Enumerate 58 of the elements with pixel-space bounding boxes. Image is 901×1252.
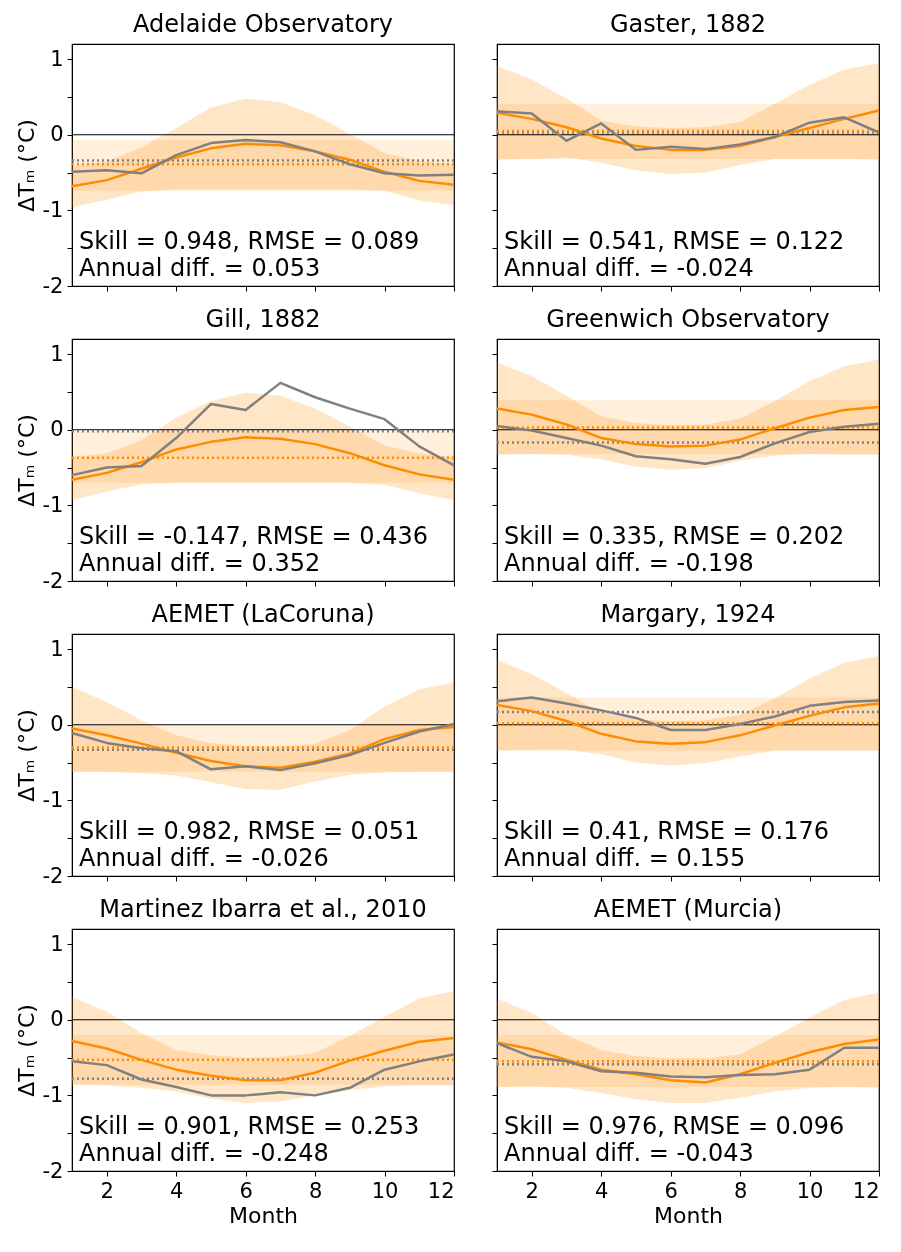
annotation: Annual diff. = -0.026 [79, 844, 329, 872]
y-axis-title: ΔTₘ (°C) [13, 1004, 39, 1097]
annotation: Skill = 0.982, RMSE = 0.051 [79, 817, 420, 845]
annotation: Annual diff. = -0.248 [79, 1139, 329, 1167]
y-tick-label: -2 [42, 273, 64, 298]
y-tick-label: -1 [42, 787, 64, 812]
y-axis-title: ΔTₘ (°C) [13, 709, 39, 802]
y-tick-label: 1 [50, 46, 64, 71]
chart-title: AEMET (LaCoruna) [151, 600, 375, 628]
annotation: Skill = 0.976, RMSE = 0.096 [504, 1112, 845, 1140]
y-tick-label: -1 [42, 1082, 64, 1107]
x-tick-label: 4 [594, 1178, 609, 1203]
chart-title: AEMET (Murcia) [593, 895, 783, 923]
annotation: Annual diff. = 0.053 [79, 254, 321, 282]
y-tick-label: -2 [42, 1158, 64, 1183]
annotation: Skill = 0.41, RMSE = 0.176 [504, 817, 830, 845]
chart-title: Greenwich Observatory [546, 305, 830, 333]
annotation: Annual diff. = -0.043 [504, 1139, 754, 1167]
y-axis-title: ΔTₘ (°C) [13, 414, 39, 507]
x-tick-label: 8 [308, 1178, 323, 1203]
x-tick-label: 10 [796, 1178, 824, 1203]
x-tick-label: 12 [852, 1178, 880, 1203]
annotation: Annual diff. = 0.352 [79, 549, 321, 577]
y-tick-label: 1 [50, 341, 64, 366]
y-tick-label: 0 [50, 417, 64, 442]
chart-title: Adelaide Observatory [132, 10, 394, 38]
chart-title: Margary, 1924 [600, 600, 776, 628]
y-tick-label: -2 [42, 863, 64, 888]
y-tick-label: 1 [50, 931, 64, 956]
x-tick-label: 8 [733, 1178, 748, 1203]
x-axis-title: Month [229, 1202, 298, 1228]
y-tick-label: -2 [42, 568, 64, 593]
annotation: Skill = 0.335, RMSE = 0.202 [504, 522, 845, 550]
y-tick-label: -1 [42, 197, 64, 222]
annotation: Skill = 0.948, RMSE = 0.089 [79, 227, 420, 255]
x-tick-label: 2 [100, 1178, 114, 1203]
y-tick-label: 0 [50, 712, 64, 737]
x-tick-label: 6 [664, 1178, 678, 1203]
annotation: Annual diff. = -0.024 [504, 254, 754, 282]
chart-title: Martinez Ibarra et al., 2010 [99, 895, 427, 923]
annotation: Skill = 0.541, RMSE = 0.122 [504, 227, 845, 255]
chart-title: Gill, 1882 [205, 305, 321, 333]
x-axis-title: Month [654, 1202, 723, 1228]
chart-title: Gaster, 1882 [609, 10, 767, 38]
y-tick-label: 0 [50, 122, 64, 147]
x-tick-label: 12 [427, 1178, 455, 1203]
x-tick-label: 2 [525, 1178, 539, 1203]
y-tick-label: 1 [50, 636, 64, 661]
annotation: Skill = -0.147, RMSE = 0.436 [79, 522, 428, 550]
x-tick-label: 10 [371, 1178, 399, 1203]
annotation: Annual diff. = -0.198 [504, 549, 754, 577]
y-axis-title: ΔTₘ (°C) [13, 119, 39, 212]
x-tick-label: 6 [239, 1178, 253, 1203]
x-tick-label: 4 [169, 1178, 184, 1203]
annotation: Skill = 0.901, RMSE = 0.253 [79, 1112, 420, 1140]
annotation: Annual diff. = 0.155 [504, 844, 746, 872]
y-tick-label: -1 [42, 492, 64, 517]
y-tick-label: 0 [50, 1007, 64, 1032]
